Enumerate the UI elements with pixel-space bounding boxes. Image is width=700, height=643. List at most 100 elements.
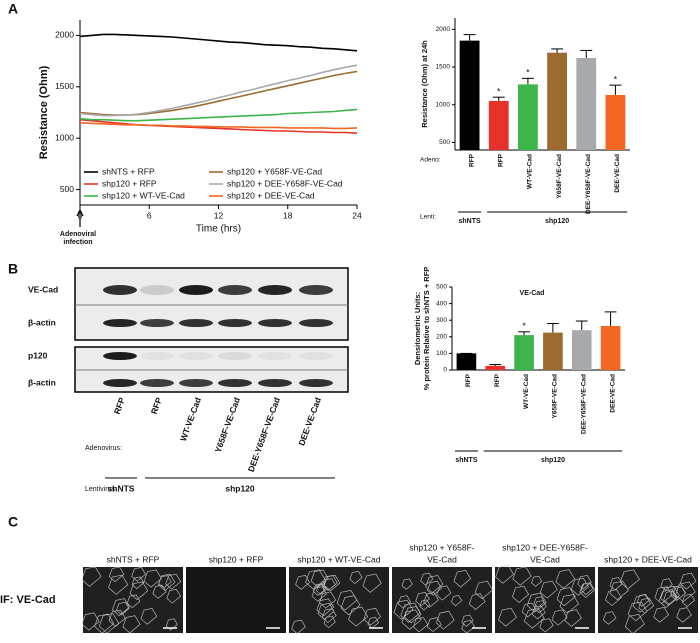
- blot-band: [140, 379, 174, 387]
- lane-label: Y658F-VE-Cad: [213, 396, 242, 454]
- legend-label: shp120 + RFP: [102, 178, 157, 188]
- group-label: shNTS: [455, 457, 478, 464]
- blot-band: [218, 352, 252, 360]
- blot-frame: [74, 267, 349, 341]
- y-tick-label: 400: [436, 300, 447, 307]
- x-tick-label: 24: [352, 210, 362, 220]
- blot-band: [299, 379, 333, 387]
- blot-band: [218, 285, 252, 295]
- x-tick-label: 18: [283, 210, 293, 220]
- bar: [485, 365, 506, 370]
- blot-band: [299, 285, 333, 295]
- y-tick-label: 300: [436, 317, 447, 324]
- cell-outlines: [81, 566, 182, 634]
- blot-band: [299, 319, 333, 327]
- legend-label: shp120 + DEE-Y658F-VE-Cad: [227, 178, 343, 188]
- micrograph: [289, 567, 389, 633]
- condition-label: VE-Cad: [427, 554, 457, 564]
- condition-label: shp120 + DEE-VE-Cad: [604, 554, 692, 564]
- condition-label: VE-Cad: [530, 554, 560, 564]
- bar: [488, 100, 509, 150]
- blot-band: [218, 319, 252, 327]
- bar: [518, 84, 538, 150]
- bar: [605, 94, 626, 150]
- bar: [543, 332, 563, 370]
- micrograph: [495, 567, 595, 633]
- y-tick-label: 2000: [55, 30, 74, 40]
- bar: [459, 40, 480, 150]
- panel-label: B: [8, 261, 18, 277]
- blot-band: [258, 352, 292, 360]
- annotation: infection: [63, 239, 92, 246]
- y-axis-label: Resistance (Ohm) at 24h: [420, 40, 429, 128]
- y-axis-label: Densitometric Units:: [413, 292, 422, 365]
- group-label: shp120: [541, 457, 565, 464]
- micrograph: [186, 567, 286, 633]
- bar: [571, 330, 592, 370]
- bar: [547, 52, 567, 150]
- blot-band: [103, 285, 137, 295]
- y-tick-label: 500: [60, 184, 74, 194]
- x-tick-label: DEE-VE-Cad: [614, 154, 621, 193]
- y-tick-label: 100: [436, 350, 447, 357]
- legend-label: shp120 + WT-VE-Cad: [102, 190, 185, 200]
- cell-outlines: [393, 569, 494, 634]
- blot-band: [103, 319, 137, 327]
- bar: [600, 326, 621, 370]
- y-tick-label: 500: [436, 284, 447, 291]
- condition-label: shp120 + Y658F-: [409, 542, 474, 552]
- lane-label: WT-VE-Cad: [178, 396, 203, 442]
- series-line: [79, 118, 358, 134]
- blot-band: [140, 319, 174, 327]
- y-tick-label: 2000: [436, 26, 451, 33]
- blot-band: [258, 379, 292, 387]
- chart-title: VE-Cad: [520, 290, 545, 297]
- lane-label: RFP: [112, 396, 127, 416]
- y-tick-label: 1000: [436, 101, 451, 108]
- group-row-label: Lentivirus:: [85, 486, 117, 493]
- lane-label: DEE-VE-Cad: [296, 396, 323, 447]
- series-line: [79, 108, 358, 122]
- legend-label: shp120 + Y658F-VE-Cad: [227, 166, 322, 176]
- blot-band: [179, 379, 213, 387]
- condition-label: shp120 + RFP: [209, 554, 264, 564]
- blot-band: [103, 352, 137, 360]
- condition-label: shp120 + DEE-Y658F-: [502, 542, 588, 552]
- panel-label: A: [8, 1, 18, 17]
- blot-band: [140, 352, 174, 360]
- lane-label: DEE-Y658F-VE-Cad: [246, 396, 282, 473]
- significance: *: [614, 75, 618, 85]
- annotation-arrow: [76, 208, 84, 227]
- blot-band: [179, 352, 213, 360]
- x-axis-label: Time (hrs): [196, 224, 241, 235]
- blot-band: [218, 379, 252, 387]
- stain-label: IF: VE-Cad: [0, 594, 56, 606]
- series-line: [79, 122, 358, 130]
- blot-band: [258, 285, 292, 295]
- blot-band: [258, 319, 292, 327]
- blot-row-label: Adenovirus:: [85, 445, 122, 452]
- series-line: [79, 33, 358, 52]
- y-tick-label: 1500: [436, 64, 451, 71]
- cell-outlines: [602, 569, 697, 634]
- significance: *: [526, 68, 530, 78]
- group-label: shNTS: [108, 483, 135, 493]
- significance: *: [522, 321, 526, 331]
- y-tick-label: 500: [439, 139, 450, 146]
- condition-label: shp120 + WT-VE-Cad: [298, 554, 381, 564]
- group-label: shp120: [545, 218, 569, 225]
- blot-band: [179, 285, 213, 295]
- x-tick-label: RFP: [468, 153, 475, 167]
- series-line: [79, 70, 358, 116]
- y-axis-label: % protein Relative to shNTS + RFP: [422, 267, 431, 391]
- group-label: shNTS: [458, 218, 481, 225]
- x-tick-label: WT-VE-Cad: [527, 154, 534, 189]
- x-tick-label: DEE-Y658F-VE-Cad: [580, 374, 587, 434]
- blot-row-label: β-actin: [28, 377, 56, 387]
- series-line: [79, 64, 358, 117]
- x-tick-label: DEE-Y658F-VE-Cad: [585, 154, 592, 214]
- row-label: Lenti:: [420, 214, 436, 221]
- cell-outlines: [495, 565, 596, 633]
- x-tick-label: RFP: [497, 153, 504, 167]
